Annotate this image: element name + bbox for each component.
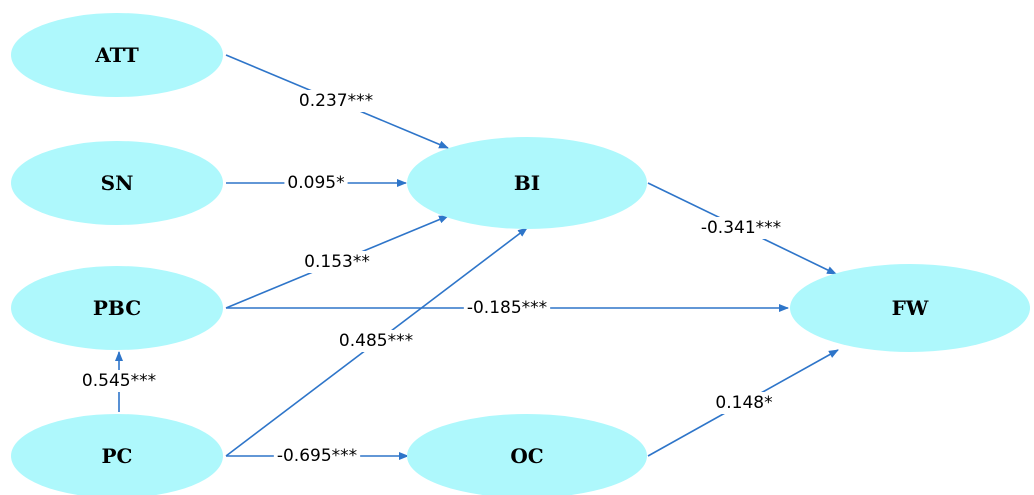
node-ellipse-fw: [790, 264, 1030, 352]
node-ellipse-bi: [407, 137, 647, 229]
edge-coefficient: 0.485***: [339, 331, 413, 351]
edge-label-att-to-bi: 0.237***: [295, 90, 377, 112]
edge-coefficient: 0.153**: [304, 252, 370, 272]
node-label-pbc: PBC: [93, 296, 141, 320]
edge-labels-layer: 0.237*** 0.095* 0.153** 0.485*** -0.341*** -0…: [78, 90, 785, 467]
edge-label-background: [284, 172, 348, 194]
edge-label-sn-to-bi: 0.095*: [284, 172, 348, 194]
edge-coefficient: 0.545***: [82, 371, 156, 391]
edge-label-background: [335, 330, 417, 352]
edge-label-oc-to-fw: 0.148*: [712, 392, 776, 414]
edge-coefficient: 0.237***: [299, 91, 373, 111]
node-label-att: ATT: [94, 43, 139, 67]
edge-label-pbc-to-bi: 0.153**: [301, 251, 373, 273]
edge-coefficient: 0.148*: [715, 393, 772, 413]
node-ellipse-pc: [11, 414, 223, 495]
edge-label-background: [712, 392, 776, 414]
edge-label-bi-to-fw: -0.341***: [697, 217, 785, 239]
edge-coefficient: -0.185***: [467, 298, 547, 318]
edge-label-background: [697, 217, 785, 239]
edge-label-background: [301, 251, 373, 273]
node-att: ATT: [11, 13, 223, 97]
edge-label-pbc-to-fw: -0.185***: [463, 297, 551, 319]
node-bi: BI: [407, 137, 647, 229]
edge-label-background: [295, 90, 377, 112]
edge-label-background: [78, 370, 160, 392]
nodes-layer: ATT SN PBC PC BI OC FW: [11, 13, 1030, 495]
node-sn: SN: [11, 141, 223, 225]
node-fw: FW: [790, 264, 1030, 352]
node-ellipse-oc: [407, 414, 647, 495]
node-pbc: PBC: [11, 266, 223, 350]
node-label-bi: BI: [514, 171, 540, 195]
node-pc: PC: [11, 414, 223, 495]
edge-label-pc-to-pbc: 0.545***: [78, 370, 160, 392]
node-oc: OC: [407, 414, 647, 495]
node-label-sn: SN: [101, 171, 134, 195]
node-ellipse-pbc: [11, 266, 223, 350]
edge-coefficient: -0.695***: [277, 446, 357, 466]
edge-label-background: [273, 445, 361, 467]
edge-label-background: [463, 297, 551, 319]
edge-label-pc-to-oc: -0.695***: [273, 445, 361, 467]
node-label-pc: PC: [102, 444, 133, 468]
node-ellipse-sn: [11, 141, 223, 225]
edge-coefficient: -0.341***: [701, 218, 781, 238]
node-label-oc: OC: [510, 444, 543, 468]
edge-coefficient: 0.095*: [287, 173, 344, 193]
node-ellipse-att: [11, 13, 223, 97]
edge-label-pc-to-bi: 0.485***: [335, 330, 417, 352]
node-label-fw: FW: [892, 296, 929, 320]
